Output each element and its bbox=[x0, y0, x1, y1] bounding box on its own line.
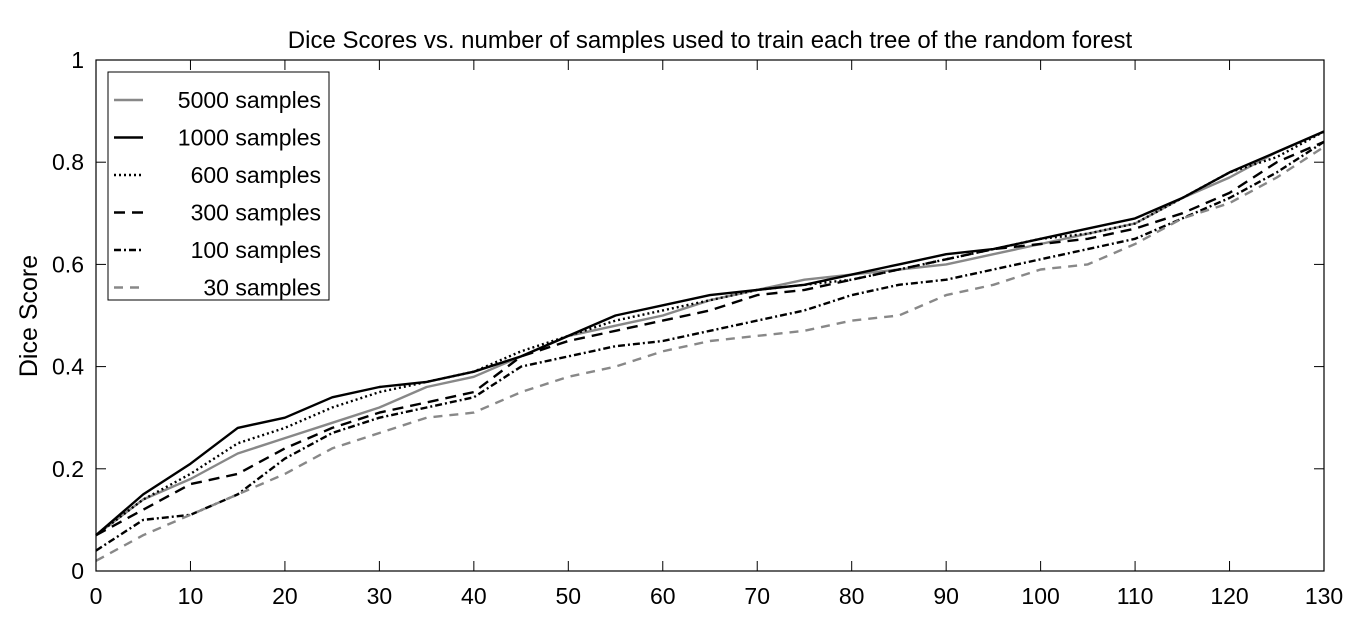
legend-label-3: 600 samples bbox=[191, 162, 321, 188]
x-tick-label: 100 bbox=[1021, 583, 1059, 609]
x-tick-label: 30 bbox=[367, 583, 393, 609]
x-tick-label: 80 bbox=[839, 583, 865, 609]
legend: 5000 samples 1000 samples 600 samples 300 s… bbox=[107, 71, 330, 301]
legend-label-4: 300 samples bbox=[191, 200, 321, 226]
y-tick-label: 0.6 bbox=[52, 251, 84, 277]
plot-area-frame bbox=[95, 59, 1325, 572]
plot-lines bbox=[95, 130, 1325, 562]
legend-label-6: 30 samples bbox=[203, 275, 321, 301]
x-tick-label: 90 bbox=[933, 583, 959, 609]
legend-label-2: 1000 samples bbox=[178, 125, 321, 151]
x-tick-label: 50 bbox=[556, 583, 582, 609]
legend-label-5: 100 samples bbox=[191, 237, 321, 263]
series-line-3 bbox=[95, 130, 1325, 537]
x-tick-label: 130 bbox=[1305, 583, 1343, 609]
y-tick-label: 0.4 bbox=[52, 354, 84, 380]
series-line-6 bbox=[95, 145, 1325, 562]
legend-label-1: 5000 samples bbox=[178, 87, 321, 113]
series-line-5 bbox=[95, 140, 1325, 552]
series-line-2 bbox=[95, 130, 1325, 537]
x-tick-label: 20 bbox=[272, 583, 298, 609]
x-tick-label: 0 bbox=[90, 583, 103, 609]
y-tick-label: 1 bbox=[71, 47, 84, 73]
y-axis-label: Dice Score bbox=[15, 255, 43, 377]
y-tick-label: 0.8 bbox=[52, 149, 84, 175]
x-tick-label: 40 bbox=[461, 583, 487, 609]
y-tick-label: 0.2 bbox=[52, 456, 84, 482]
x-tick-label: 10 bbox=[178, 583, 204, 609]
chart-title: Dice Scores vs. number of samples used t… bbox=[288, 27, 1133, 54]
x-tick-label: 70 bbox=[744, 583, 770, 609]
series-line-4 bbox=[95, 140, 1325, 537]
axis-ticks: 0 10 20 30 40 50 60 70 80 90 100 110 120 130 0 0.2 0.4 0.… bbox=[52, 47, 1343, 609]
x-tick-label: 120 bbox=[1210, 583, 1248, 609]
legend-box bbox=[107, 71, 330, 301]
x-tick-label: 60 bbox=[650, 583, 676, 609]
y-tick-label: 0 bbox=[71, 558, 84, 584]
x-tick-label: 110 bbox=[1117, 583, 1154, 609]
